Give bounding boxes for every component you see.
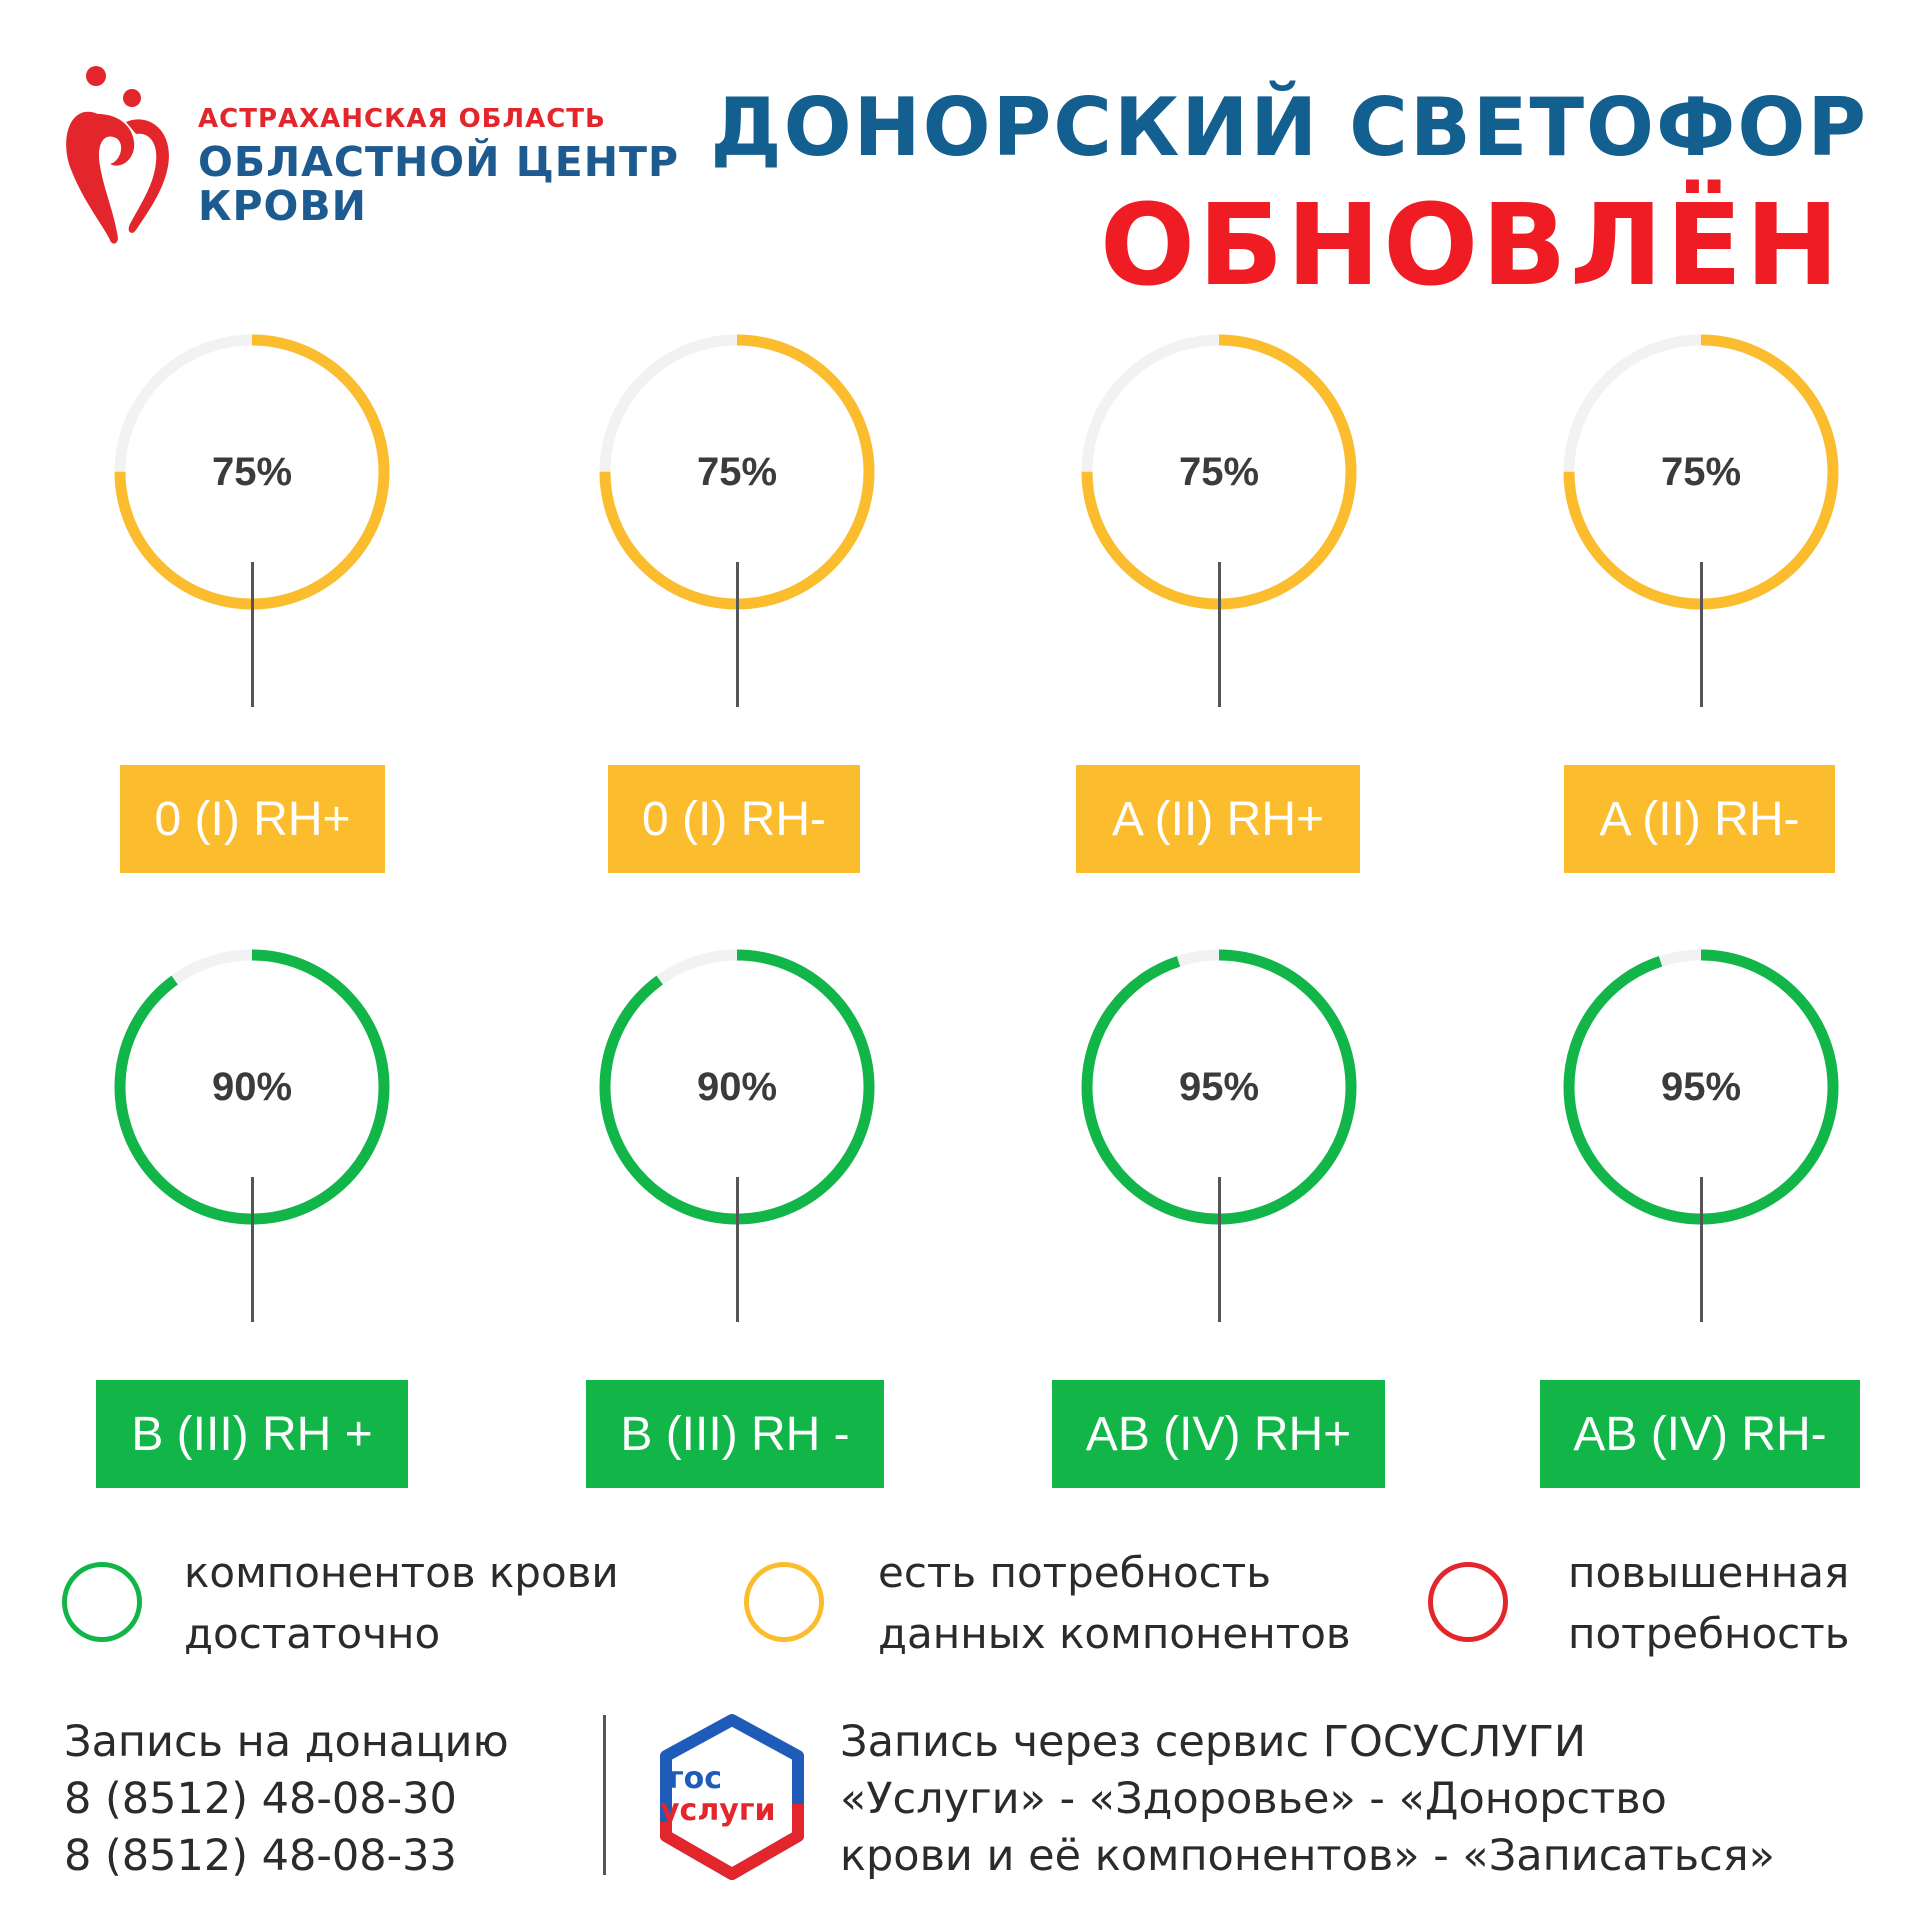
blood-type-label: 0 (I) RH- [608, 765, 860, 873]
svg-text:гос: гос [668, 1761, 722, 1796]
connector-line [251, 562, 254, 707]
logo-title-line2: КРОВИ [198, 182, 367, 230]
gauge-percent-label: 75% [696, 449, 778, 494]
gosuslugi-instructions: Запись через сервис ГОСУСЛУГИ «Услуги» -… [840, 1717, 1775, 1881]
connector-line [736, 1177, 739, 1322]
phone-number-1: 8 (8512) 48-08-30 [64, 1774, 457, 1824]
footer-divider [603, 1715, 606, 1875]
connector-line [1218, 1177, 1221, 1322]
blood-type-label: B (III) RH + [96, 1380, 408, 1488]
legend-green-circle-icon [62, 1562, 142, 1642]
page-title: ДОНОРСКИЙ СВЕТОФОР [710, 81, 1868, 174]
blood-type-label: B (III) RH - [586, 1380, 884, 1488]
page-subtitle: ОБНОВЛЁН [1099, 181, 1842, 311]
connector-line [1218, 562, 1221, 707]
blood-center-logo-icon [66, 66, 169, 244]
gauge-percent-label: 90% [211, 1064, 293, 1109]
legend-need-text: есть потребность данных компонентов [878, 1548, 1351, 1658]
signup-label: Запись на донацию [64, 1717, 509, 1767]
legend-red-circle-icon [1428, 1562, 1508, 1642]
logo-title-line1: ОБЛАСТНОЙ ЦЕНТР [198, 138, 680, 186]
legend-high-need-text: повышенная потребность [1568, 1548, 1850, 1658]
blood-type-label: AB (IV) RH+ [1052, 1380, 1385, 1488]
connector-line [736, 562, 739, 707]
gosuslugi-logo-icon: гос услуги [660, 1714, 804, 1880]
connector-line [1700, 562, 1703, 707]
phone-number-2: 8 (8512) 48-08-33 [64, 1831, 457, 1881]
connector-line [251, 1177, 254, 1322]
gauge-percent-label: 75% [1178, 449, 1260, 494]
legend-enough-text: компонентов крови достаточно [184, 1548, 619, 1658]
connector-line [1700, 1177, 1703, 1322]
gauge-percent-label: 95% [1178, 1064, 1260, 1109]
blood-type-label: A (II) RH+ [1076, 765, 1360, 873]
blood-type-label: AB (IV) RH- [1540, 1380, 1860, 1488]
gauge-percent-label: 75% [211, 449, 293, 494]
gauge-percent-label: 75% [1660, 449, 1742, 494]
logo-region-text: АСТРАХАНСКАЯ ОБЛАСТЬ [198, 104, 606, 134]
gauge-percent-label: 95% [1660, 1064, 1742, 1109]
blood-type-label: A (II) RH- [1564, 765, 1835, 873]
blood-type-label: 0 (I) RH+ [120, 765, 385, 873]
svg-text:услуги: услуги [660, 1793, 776, 1828]
gauge-percent-label: 90% [696, 1064, 778, 1109]
legend-yellow-circle-icon [744, 1562, 824, 1642]
signup-contacts: Запись на донацию 8 (8512) 48-08-30 8 (8… [64, 1714, 509, 1885]
